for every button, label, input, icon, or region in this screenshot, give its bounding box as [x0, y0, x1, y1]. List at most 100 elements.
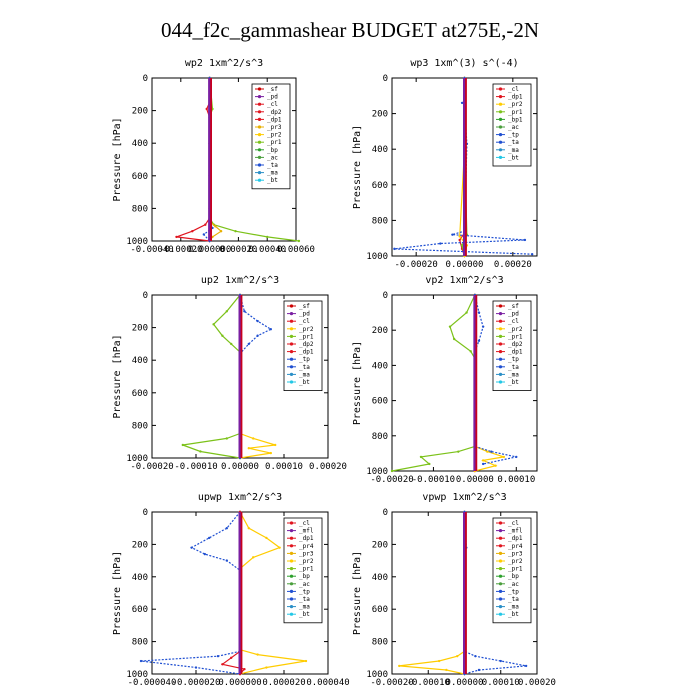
- data-point: [452, 337, 456, 341]
- data-point: [247, 447, 250, 450]
- x-tick-label: -0.00040: [130, 245, 173, 255]
- data-point: [256, 319, 259, 323]
- legend-marker: [498, 567, 503, 571]
- y-tick-label: 400: [372, 361, 388, 371]
- data-point: [214, 225, 217, 228]
- plot-frame: [151, 77, 297, 242]
- x-tick-label: 0.00000: [446, 260, 484, 270]
- data-point: [194, 666, 198, 669]
- x-tick-label: 0.00060: [277, 245, 315, 255]
- y-tick-label: 400: [132, 356, 148, 366]
- legend-entry: _ta: [508, 364, 519, 371]
- legend-marker: [257, 178, 262, 182]
- data-point: [437, 659, 441, 663]
- data-point: [439, 242, 442, 245]
- data-point: [225, 310, 228, 313]
- data-point: [419, 455, 423, 459]
- data-point: [256, 653, 259, 656]
- legend-marker: [289, 312, 294, 316]
- legend-entry: _ma: [299, 371, 310, 378]
- legend-box: [492, 300, 532, 391]
- legend-entry: _pd: [508, 311, 519, 318]
- data-point: [515, 455, 518, 459]
- legend-marker: [289, 582, 294, 586]
- legend-marker: [257, 95, 262, 99]
- legend-entry: _bp1: [508, 116, 523, 123]
- data-point: [243, 667, 246, 671]
- series-line-pr1: [391, 294, 476, 472]
- legend-entry: _cl: [299, 318, 310, 325]
- y-tick-label: 600: [132, 389, 148, 399]
- legend-entry: _bt: [508, 379, 519, 386]
- data-point: [481, 459, 485, 462]
- legend-entry: _ma: [508, 604, 519, 611]
- legend-marker: [498, 312, 503, 316]
- legend-marker: [498, 110, 503, 114]
- legend-entry: _bt: [508, 154, 519, 161]
- legend-entry: _tp: [508, 132, 519, 139]
- legend-entry: _bp: [299, 573, 310, 580]
- data-point: [448, 325, 452, 328]
- series-line-cl: [176, 78, 211, 242]
- legend-entry: _ma: [508, 371, 519, 378]
- legend-entry: _ma: [299, 604, 310, 611]
- legend-entry: _ac: [508, 581, 519, 588]
- chart-panel-4: upwp 1xm^2/s^3 0 200 400 600 800 1000-0.000040…: [112, 492, 350, 688]
- y-tick-label: 600: [372, 397, 388, 407]
- x-tick-label: 0.00020: [518, 678, 556, 688]
- legend-entry: _pr2: [508, 101, 523, 108]
- y-tick-label: 800: [372, 638, 388, 648]
- legend-marker: [289, 380, 294, 384]
- series-line-pr2: [239, 295, 276, 459]
- data-point: [393, 247, 396, 251]
- data-point: [278, 546, 281, 549]
- legend-entry: _ta: [267, 162, 278, 169]
- data-point: [465, 311, 468, 314]
- chart-title: vp2 1xm^2/s^3: [425, 275, 503, 286]
- y-tick-label: 400: [132, 573, 148, 583]
- legend-entry: _ac: [267, 154, 278, 161]
- legend-entry: _sf: [299, 303, 310, 310]
- legend-entry: _ta: [299, 364, 310, 371]
- legend-marker: [498, 125, 503, 129]
- legend-entry: _pr1: [267, 139, 282, 146]
- legend-marker: [498, 582, 503, 586]
- legend-marker: [289, 342, 294, 346]
- data-point: [274, 443, 277, 447]
- legend-entry: _mfl: [508, 528, 523, 535]
- y-tick-label: 800: [372, 216, 388, 226]
- y-tick-label: 0: [143, 74, 148, 84]
- data-point: [199, 450, 202, 453]
- data-point: [221, 334, 224, 337]
- data-point: [390, 469, 394, 473]
- legend-marker: [257, 125, 262, 129]
- legend-entry: _cl: [299, 520, 310, 527]
- y-tick-label: 800: [132, 638, 148, 648]
- legend-entry: _ac: [299, 581, 310, 588]
- legend-entry: _tp: [508, 588, 519, 595]
- legend-entry: _pr2: [508, 558, 523, 565]
- x-tick-label: -0.00010: [407, 678, 450, 688]
- legend-marker: [498, 521, 503, 525]
- data-point: [252, 437, 255, 440]
- chart-panel-0: wp2 1xm^2/s^3 0 200 400 600 800 1000-0.00040-0…: [112, 58, 315, 255]
- series-line-pr1: [182, 294, 241, 459]
- x-tick-label: -0.000040: [128, 678, 177, 688]
- legend-entry: _dp1: [508, 94, 523, 101]
- legend-marker: [257, 102, 262, 106]
- chart-title: upwp 1xm^2/s^3: [198, 492, 282, 503]
- legend-marker: [289, 612, 294, 616]
- y-tick-label: 400: [132, 139, 148, 149]
- legend-marker: [289, 559, 294, 563]
- series-line-tp: [239, 294, 273, 458]
- legend-marker: [289, 334, 294, 338]
- legend-entry: _bp: [508, 573, 519, 580]
- legend-entry: _mfl: [299, 528, 314, 535]
- legend-entry: _pr1: [508, 109, 523, 116]
- legend-marker: [257, 140, 262, 144]
- data-point: [460, 101, 464, 105]
- data-point: [460, 244, 464, 247]
- legend-marker: [289, 551, 294, 556]
- legend-entry: _ta: [508, 139, 519, 146]
- legend-marker: [257, 148, 262, 152]
